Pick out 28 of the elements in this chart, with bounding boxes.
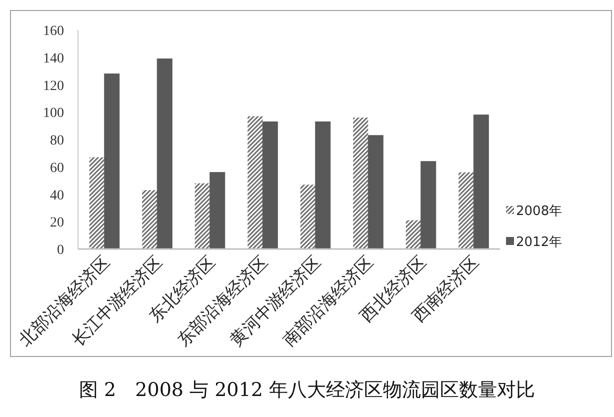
y-tick-label: 20	[50, 216, 64, 231]
bar	[194, 183, 210, 249]
bar	[89, 157, 104, 249]
bar	[104, 74, 120, 250]
legend-label: 2008年	[516, 204, 562, 219]
y-tick-label: 100	[43, 106, 64, 122]
y-tick-label: 140	[43, 51, 64, 66]
bar	[210, 172, 226, 250]
bar	[458, 172, 474, 249]
bar	[262, 121, 278, 250]
y-tick-label: 40	[50, 188, 64, 204]
bar	[300, 184, 316, 249]
bar	[406, 220, 421, 249]
y-tick-label: 160	[43, 24, 64, 39]
bar	[156, 58, 172, 250]
bar	[368, 135, 384, 250]
caption: 图 2 2008 与 2012 年八大经济区物流园区数量对比	[79, 379, 535, 401]
bar	[353, 118, 368, 249]
bar	[142, 190, 158, 249]
y-tick-label: 60	[50, 160, 64, 176]
bar	[420, 161, 436, 250]
y-tick-label: 80	[50, 134, 64, 148]
legend-label: 2012年	[516, 235, 562, 250]
bar	[473, 114, 489, 250]
y-tick-label: 0	[57, 243, 64, 258]
bar	[315, 121, 331, 250]
bar	[248, 116, 263, 249]
y-tick-label: 120	[43, 78, 64, 94]
